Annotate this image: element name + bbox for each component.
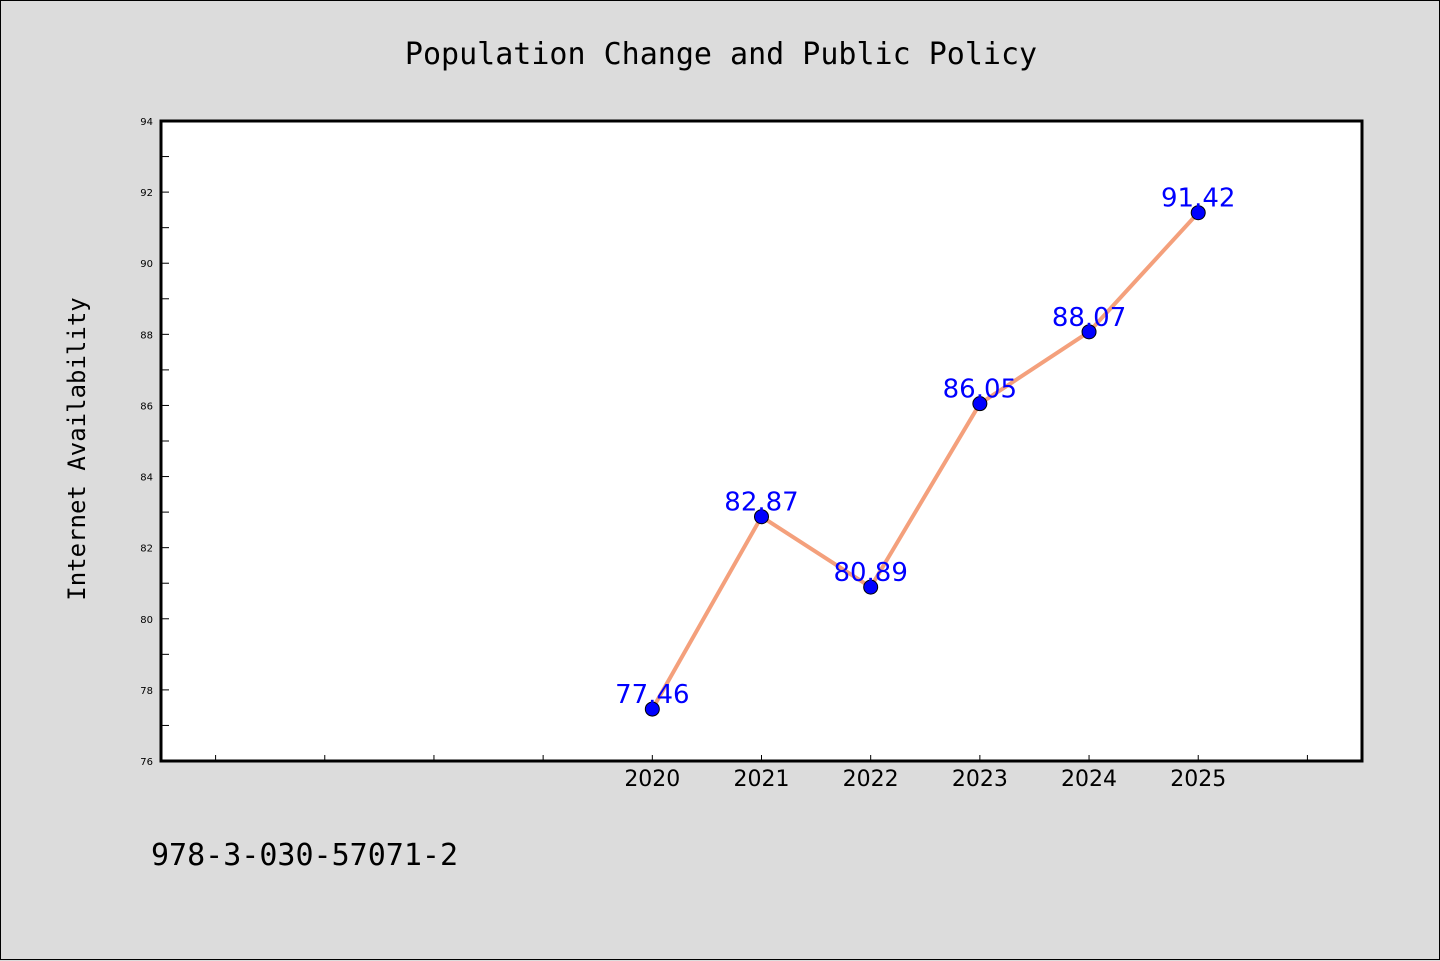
y-tick-label: 82 <box>140 544 153 555</box>
x-tick-label: 2025 <box>1170 767 1226 792</box>
y-tick-label: 84 <box>140 473 153 484</box>
y-tick-label: 86 <box>140 401 153 412</box>
data-label: 80.89 <box>833 558 907 588</box>
data-label: 82.87 <box>724 488 798 518</box>
data-point <box>972 396 988 412</box>
data-label: 77.46 <box>615 680 689 710</box>
y-tick-label: 78 <box>140 686 153 697</box>
series-line <box>650 211 1200 711</box>
data-point <box>644 701 660 717</box>
plot-area <box>159 119 1364 763</box>
y-tick-label: 94 <box>140 117 153 128</box>
x-tick-label: 2024 <box>1061 767 1117 792</box>
chart-title: Population Change and Public Policy <box>405 37 1037 72</box>
y-tick-label: 80 <box>140 615 153 626</box>
series-layer: 77.46 82.87 80.89 86.05 88.07 91.42 <box>615 184 1235 717</box>
x-tick-label: 2020 <box>624 767 680 792</box>
data-point <box>1190 205 1206 221</box>
data-point <box>863 579 879 595</box>
y-tick-label: 90 <box>140 259 153 270</box>
y-axis: 76 78 80 82 84 86 88 90 92 94 <box>140 117 169 768</box>
data-point <box>754 509 769 525</box>
x-tick-label: 2021 <box>734 767 790 792</box>
x-tick-label: 2023 <box>952 767 1008 792</box>
y-axis-label: Internet Availability <box>63 297 91 600</box>
y-tick-label: 88 <box>140 330 153 341</box>
data-label: 86.05 <box>943 375 1017 405</box>
data-label: 91.42 <box>1161 184 1235 214</box>
x-axis: 2020 2021 2022 2023 2024 2025 <box>215 755 1308 792</box>
data-point <box>1081 324 1097 340</box>
y-tick-label: 92 <box>140 188 153 199</box>
y-tick-label: 76 <box>140 757 153 768</box>
data-label: 88.07 <box>1052 303 1126 333</box>
footnote-isbn: 978-3-030-57071-2 <box>151 838 458 873</box>
x-tick-label: 2022 <box>843 767 899 792</box>
